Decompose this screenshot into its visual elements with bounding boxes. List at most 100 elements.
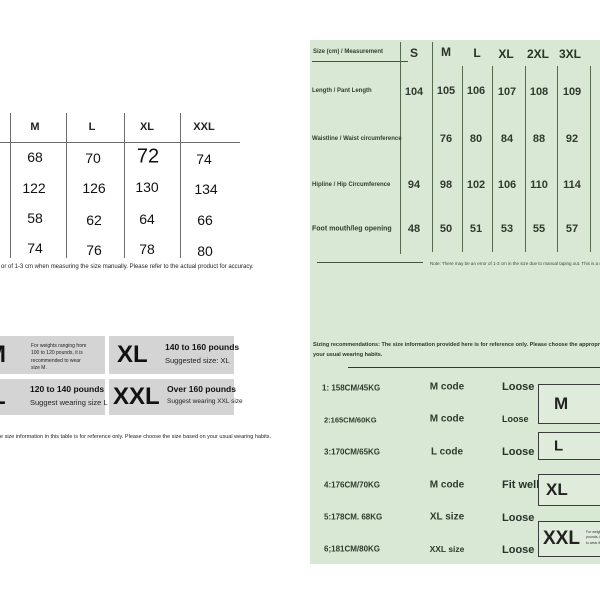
table-bottom-line [317,262,423,263]
row-label: Length / Pant Length [312,88,372,94]
rec-size: XL size [429,511,465,523]
size-badge-l: L [538,432,600,460]
table-cell: 57 [565,223,579,235]
table-cell: 58 [27,210,43,226]
column-header: 3XL [558,47,582,61]
table-cell: 94 [407,179,421,191]
table-cell: 51 [469,223,483,235]
title-underline [312,61,408,62]
table-cell: 76 [86,242,102,258]
rec-size: M code [429,381,465,393]
badge-micro-note: For weights ov pounds, it's rec to wear … [586,530,600,545]
rec-size: L code [430,446,464,458]
rec-profile: 5:178CM. 68KG [324,512,383,522]
row-label: Foot mouth/leg opening [312,225,392,233]
column-header: XL [498,47,514,61]
green-size-chart: Size (cm) / Measurement S M L XL 2XL 3XL… [310,40,600,564]
table-cell: 62 [86,212,102,228]
column-divider [66,113,67,258]
column-divider [10,113,11,258]
column-header: M [30,121,40,133]
table-cell: 108 [529,86,549,98]
column-divider [492,66,493,252]
table-cell: 66 [197,212,213,228]
weight-range: 140 to 160 pounds [165,342,240,352]
rec-profile: 4:176CM/70KG [324,480,381,490]
table-cell: 102 [466,179,486,191]
divider-rule [348,367,600,368]
table-cell: 74 [27,240,43,256]
row-label: Waistline / Waist circumference [312,136,402,142]
table-cell: 68 [27,149,43,165]
row-label: Hipline / Hip Circumference [312,182,391,188]
recommendation-intro-line2: your usual wearing habits. [313,352,383,358]
column-divider [180,113,181,258]
table-cell: 92 [565,133,579,145]
table-cell: 74 [196,151,212,167]
size-badge-xxl: XXL For weights ov pounds, it's rec to w… [538,521,600,557]
size-letter: XL [117,341,148,368]
measurement-disclaimer: or of 1-3 cm when measuring the size man… [1,264,254,270]
table-cell: 126 [82,180,106,196]
size-letter: XXL [113,383,160,410]
badge-label: XL [546,480,568,499]
table-cell: 109 [562,86,582,98]
rec-fit: Loose [502,446,535,458]
table-cell: 55 [532,223,546,235]
size-suggestion: Suggested size: XL [165,356,230,365]
size-letter: M [0,341,6,369]
column-header: L [88,121,96,133]
table-cell: 80 [469,133,483,145]
table-cell: 130 [135,179,159,195]
rec-profile: 6;181CM/80KG [324,544,381,554]
table-cell: 53 [500,223,514,235]
rec-fit: Fit well [502,479,540,491]
rec-profile: 3:170CM/65KG [324,447,381,457]
rec-size: M code [429,479,465,491]
table-cell: 98 [439,179,453,191]
reference-note: e size information in this table is for … [0,434,272,440]
table-cell: 88 [532,133,546,145]
size-box-m: M For weights ranging from 100 to 120 po… [0,336,105,374]
column-header: M [441,45,451,59]
table-cell: 104 [404,86,424,98]
rec-fit: Loose [502,512,535,524]
column-divider [462,66,463,252]
column-header: XL [139,121,155,133]
header-underline [0,142,240,143]
column-divider [124,113,125,258]
table-cell: 50 [439,223,453,235]
column-divider [557,66,558,252]
rec-fit: Loose [502,544,535,556]
badge-label: M [554,394,569,413]
table-cell: 106 [466,85,486,97]
table-cell: 122 [22,180,46,196]
size-box-note: For weights ranging from 100 to 120 poun… [31,343,87,371]
badge-label: XXL [543,528,580,549]
table-cell: 72 [136,145,160,168]
rec-size: M code [429,413,465,425]
column-divider [432,42,433,252]
table-cell: 110 [530,179,548,191]
size-box-l: L 120 to 140 pounds Suggest wearing size… [0,379,108,415]
size-box-xl: XL 140 to 160 pounds Suggested size: XL [109,336,239,374]
table-cell: 105 [436,85,456,97]
size-box-xxl: XXL Over 160 pounds Suggest wearing XXL … [109,379,243,415]
table-cell: 106 [497,179,517,191]
column-divider [590,66,591,252]
column-header: XXL [193,121,215,133]
table-title: Size (cm) / Measurement [313,49,384,55]
table-cell: 84 [500,133,514,145]
size-suggestion: Suggest wearing size L [30,398,108,407]
badge-label: L [554,437,564,455]
table-cell: 48 [407,223,421,235]
column-divider [525,66,526,252]
weight-range: 120 to 140 pounds [30,384,105,394]
rec-fit: Loose [502,414,529,424]
size-badge-xl: XL [538,474,600,506]
table-cell: 70 [85,150,101,166]
error-note: Note: There may be an error of 1-3 cm in… [430,261,600,266]
rec-fit: Loose [502,381,535,393]
size-letter: L [0,383,6,411]
table-cell: 114 [563,179,581,191]
